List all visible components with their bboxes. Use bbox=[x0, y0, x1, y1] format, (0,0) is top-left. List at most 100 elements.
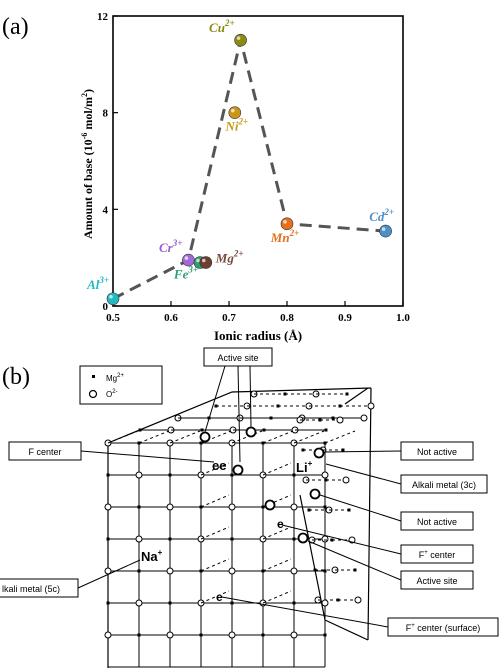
magnesium-ion bbox=[347, 508, 351, 512]
point-highlight bbox=[236, 36, 241, 40]
lattice-bond bbox=[169, 430, 201, 444]
lattice-bond bbox=[138, 430, 170, 444]
oxide-ion bbox=[367, 402, 375, 410]
y-tick-label: 12 bbox=[97, 11, 109, 23]
lattice-grid bbox=[104, 390, 375, 668]
lattice-bond bbox=[293, 430, 325, 444]
point-label-mn: Mn2+ bbox=[270, 228, 299, 245]
callout-alkali-5c: lkali metal (5c) bbox=[0, 578, 79, 598]
svg-text:Alkali metal (3c): Alkali metal (3c) bbox=[412, 480, 476, 490]
ee-label: ee bbox=[212, 458, 226, 473]
leader-lines bbox=[77, 365, 402, 628]
magnesium-ion bbox=[137, 633, 141, 637]
magnesium-ion bbox=[168, 537, 172, 541]
y-axis-ticks: 0 4 8 12 bbox=[97, 11, 118, 313]
y-tick-label: 8 bbox=[103, 108, 109, 120]
electron-label-2: e bbox=[216, 590, 223, 604]
svg-text:Not active: Not active bbox=[417, 447, 457, 457]
oxide-ion bbox=[135, 535, 143, 543]
svg-text:F center: F center bbox=[28, 447, 61, 457]
callout-not-active-1: Not active bbox=[400, 441, 474, 461]
callout-f-plus-center: F+ center bbox=[400, 544, 474, 564]
point-highlight bbox=[202, 258, 206, 263]
x-axis-ticks: 0.5 0.6 0.7 0.8 0.9 1.0 bbox=[106, 301, 410, 324]
lattice-bond bbox=[107, 430, 139, 444]
plot-frame bbox=[112, 15, 404, 307]
x-tick-label: 0.5 bbox=[106, 312, 120, 324]
point-label-cd: Cd2+ bbox=[369, 207, 394, 224]
lattice-bond bbox=[262, 558, 292, 572]
magnesium-ion bbox=[137, 569, 141, 573]
point-highlight bbox=[283, 220, 287, 224]
lattice-bond bbox=[200, 430, 232, 444]
oxide-ion bbox=[321, 599, 329, 607]
magnesium-ion bbox=[292, 601, 296, 605]
lattice-bond bbox=[262, 494, 292, 508]
y-axis-label: Amount of base (10-6 mol/m2) bbox=[80, 89, 95, 239]
magnesium-ion bbox=[230, 537, 234, 541]
callout-active-site-top: Active site bbox=[203, 347, 273, 367]
data-point-mg bbox=[199, 256, 213, 269]
oxide-ion bbox=[166, 567, 174, 575]
point-labels: Al3+ Cr3+ Fe3+ Mg2+ Cu2+ Ni2+ Mn2+ Cd2+ bbox=[86, 18, 394, 292]
x-tick-label: 0.9 bbox=[338, 312, 352, 324]
callout-active-site-bottom: Active site bbox=[400, 570, 474, 590]
magnesium-ion bbox=[106, 537, 110, 541]
magnesium-ion bbox=[261, 633, 265, 637]
point-highlight bbox=[381, 227, 386, 231]
oxide-ion bbox=[321, 535, 329, 543]
x-axis-label: Ionic radius (Å) bbox=[214, 328, 302, 343]
oxide-ion bbox=[135, 599, 143, 607]
svg-text:F+ center (surface): F+ center (surface) bbox=[406, 623, 481, 633]
point-highlight bbox=[109, 294, 113, 299]
highlighted-sites bbox=[199, 426, 325, 544]
oxide-ion bbox=[290, 503, 298, 511]
lattice-bond bbox=[262, 462, 292, 476]
magnesium-ion bbox=[168, 473, 172, 477]
oxide-ion bbox=[290, 567, 298, 575]
x-tick-label: 0.7 bbox=[222, 312, 236, 324]
point-label-cr: Cr3+ bbox=[159, 238, 182, 255]
panel-b: (b) Mg2+ O2- ee Li+ bbox=[0, 347, 499, 668]
callout-alkali-3c: Alkali metal (3c) bbox=[400, 474, 488, 494]
magnesium-ion bbox=[106, 601, 110, 605]
oxide-ion bbox=[228, 503, 236, 511]
point-label-cu: Cu2+ bbox=[209, 18, 235, 35]
data-point-cu bbox=[234, 33, 247, 47]
panel-b-label: (b) bbox=[2, 364, 30, 390]
na-ion-label: Na+ bbox=[141, 548, 163, 564]
lattice-bond bbox=[200, 558, 230, 572]
oxide-ion bbox=[135, 471, 143, 479]
svg-text:Active site: Active site bbox=[416, 576, 457, 586]
electron-label-1: e bbox=[277, 517, 284, 531]
magnesium-ion bbox=[323, 505, 327, 509]
lattice-bond bbox=[200, 526, 230, 540]
magnesium-ion bbox=[199, 633, 203, 637]
lattice-bond bbox=[231, 430, 263, 444]
oxide-ion bbox=[342, 476, 350, 484]
y-tick-label: 4 bbox=[103, 204, 109, 216]
mg-legend-label: Mg2+ bbox=[106, 373, 124, 383]
x-tick-label: 0.8 bbox=[280, 312, 294, 324]
y-tick-label: 0 bbox=[103, 301, 109, 313]
point-label-ni: Ni2+ bbox=[224, 117, 248, 134]
magnesium-ion bbox=[341, 448, 345, 452]
lattice-bond bbox=[262, 526, 292, 540]
data-point-al bbox=[106, 292, 120, 306]
oxide-ion bbox=[166, 503, 174, 511]
oxide-ion bbox=[354, 596, 362, 604]
x-tick-label: 1.0 bbox=[396, 312, 410, 324]
oxide-ion bbox=[290, 631, 298, 639]
point-highlight bbox=[196, 258, 200, 263]
mg-ion-marker bbox=[92, 375, 95, 378]
lattice-bond bbox=[200, 494, 230, 508]
magnesium-ion bbox=[324, 428, 328, 432]
lattice-legend: Mg2+ O2- bbox=[79, 365, 163, 405]
oxide-ion bbox=[166, 631, 174, 639]
point-highlight bbox=[231, 108, 235, 113]
lattice-bond bbox=[262, 590, 292, 604]
o-legend-label: O2- bbox=[106, 389, 118, 399]
dashed-connector-line bbox=[112, 39, 386, 301]
li-ion-label: Li+ bbox=[296, 459, 313, 475]
